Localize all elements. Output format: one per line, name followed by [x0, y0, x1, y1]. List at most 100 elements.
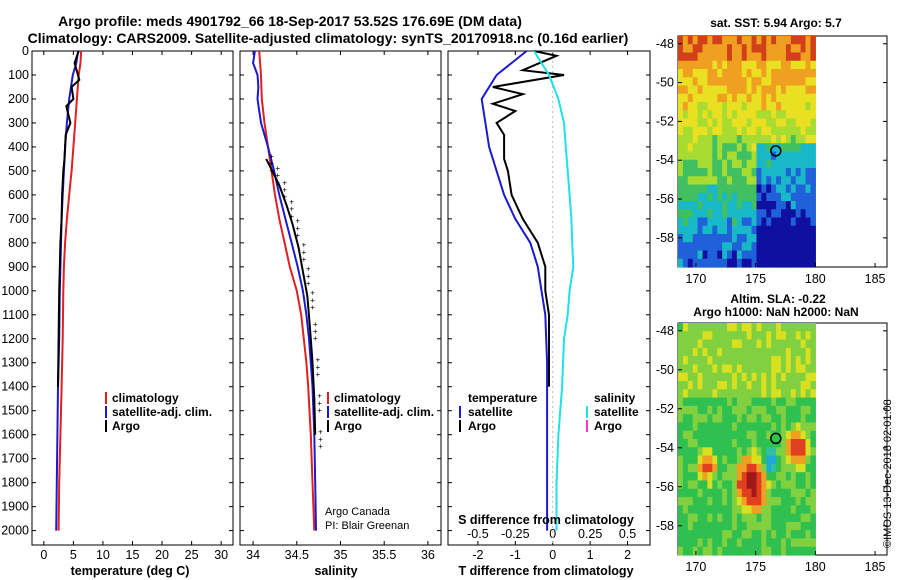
- map-cell: [678, 323, 684, 332]
- map-cell: [776, 339, 782, 349]
- salinity-axis-label: salinity: [314, 564, 357, 578]
- map-cell: [717, 93, 723, 103]
- map-cell: [805, 176, 812, 186]
- map-cell: [697, 118, 704, 128]
- map-cell: [692, 102, 699, 111]
- map-cell: [731, 184, 738, 194]
- map-cell: [771, 447, 777, 457]
- map-cell: [776, 217, 782, 227]
- map-cell: [736, 118, 743, 128]
- map-cell: [687, 151, 694, 161]
- y-tick-label: 1700: [1, 452, 29, 466]
- map-cell: [805, 463, 812, 473]
- map-cell: [805, 347, 812, 357]
- map-cell: [800, 372, 807, 382]
- map-cell: [810, 234, 816, 243]
- map-cell: [761, 521, 767, 531]
- map-cell: [805, 381, 812, 390]
- map-cell: [707, 168, 713, 177]
- map-cell: [785, 209, 792, 219]
- map-cell: [727, 60, 733, 70]
- map-cell: [697, 36, 704, 45]
- map-cell: [687, 60, 694, 70]
- map-cell: [795, 250, 802, 260]
- map-cell: [771, 505, 777, 515]
- map-cell: [697, 250, 704, 260]
- y-tick-label: 100: [8, 68, 29, 82]
- map-cell: [776, 192, 782, 202]
- y-tick-label: 1200: [1, 332, 29, 346]
- map-cell: [682, 480, 689, 490]
- map-cell: [722, 250, 728, 260]
- map-cell: [741, 242, 748, 252]
- map-cell: [790, 44, 797, 54]
- map-cell: [697, 538, 704, 548]
- map-cell: [736, 217, 743, 227]
- axes-layer: 0100200300400500600700800900100011001200…: [1, 44, 650, 562]
- map-cell: [736, 430, 743, 440]
- map-cell: [741, 77, 748, 87]
- map-cell: [790, 497, 797, 506]
- map-cell: [712, 447, 718, 457]
- map-cell: [746, 323, 753, 332]
- map-cell: [790, 331, 797, 341]
- map-cell: [785, 126, 792, 136]
- map-cell: [712, 323, 718, 332]
- map-cell: [810, 480, 816, 490]
- map-cell: [795, 176, 802, 186]
- map-cell: [810, 168, 816, 177]
- map-cell: [781, 430, 787, 440]
- map-cell: [766, 422, 772, 432]
- map-cell: [717, 480, 723, 490]
- map-cell: [746, 36, 753, 45]
- map-cell: [712, 364, 718, 374]
- map-cell: [766, 36, 772, 45]
- map-cell: [692, 463, 699, 473]
- map-cell: [785, 472, 792, 482]
- map-cell: [702, 192, 709, 202]
- map-cell: [805, 513, 812, 523]
- map-cell: [697, 168, 704, 177]
- map-cell: [756, 521, 762, 531]
- map-cell: [717, 258, 723, 268]
- map-cell: [800, 110, 807, 120]
- map-cell: [781, 126, 787, 136]
- map-cell: [776, 530, 782, 540]
- map-cell: [746, 192, 753, 202]
- map-cell: [741, 52, 748, 62]
- map-cell: [800, 480, 807, 490]
- map-cell: [766, 135, 772, 144]
- map-cell: [731, 405, 738, 415]
- map-cell: [727, 422, 733, 432]
- map-cell: [712, 422, 718, 432]
- map-cell: [722, 364, 728, 374]
- argo-salinity-marker: +: [310, 303, 315, 312]
- map-cell: [731, 389, 738, 399]
- map-cell: [756, 463, 762, 473]
- map-cell: [761, 176, 767, 186]
- map-cell: [727, 331, 733, 341]
- map-cell: [717, 85, 723, 95]
- map-cell: [810, 209, 816, 219]
- map-cell: [687, 480, 694, 490]
- map-cell: [771, 538, 777, 548]
- map-cell: [776, 159, 782, 169]
- map-cell: [682, 372, 689, 382]
- map-cell: [707, 347, 713, 357]
- map-cell: [692, 201, 699, 210]
- map-cell: [702, 530, 709, 540]
- map-cell: [795, 430, 802, 440]
- map-y-tick-label: -54: [656, 441, 674, 455]
- map-cell: [687, 143, 694, 153]
- map-cell: [741, 347, 748, 357]
- map-cell: [781, 347, 787, 357]
- map-cell: [702, 258, 709, 268]
- map-cell: [722, 381, 728, 390]
- map-cell: [785, 44, 792, 54]
- map-cell: [736, 422, 743, 432]
- map-cell: [795, 159, 802, 169]
- map-cell: [751, 397, 758, 407]
- map-cell: [785, 52, 792, 62]
- map-cell: [800, 151, 807, 161]
- map-cell: [785, 143, 792, 153]
